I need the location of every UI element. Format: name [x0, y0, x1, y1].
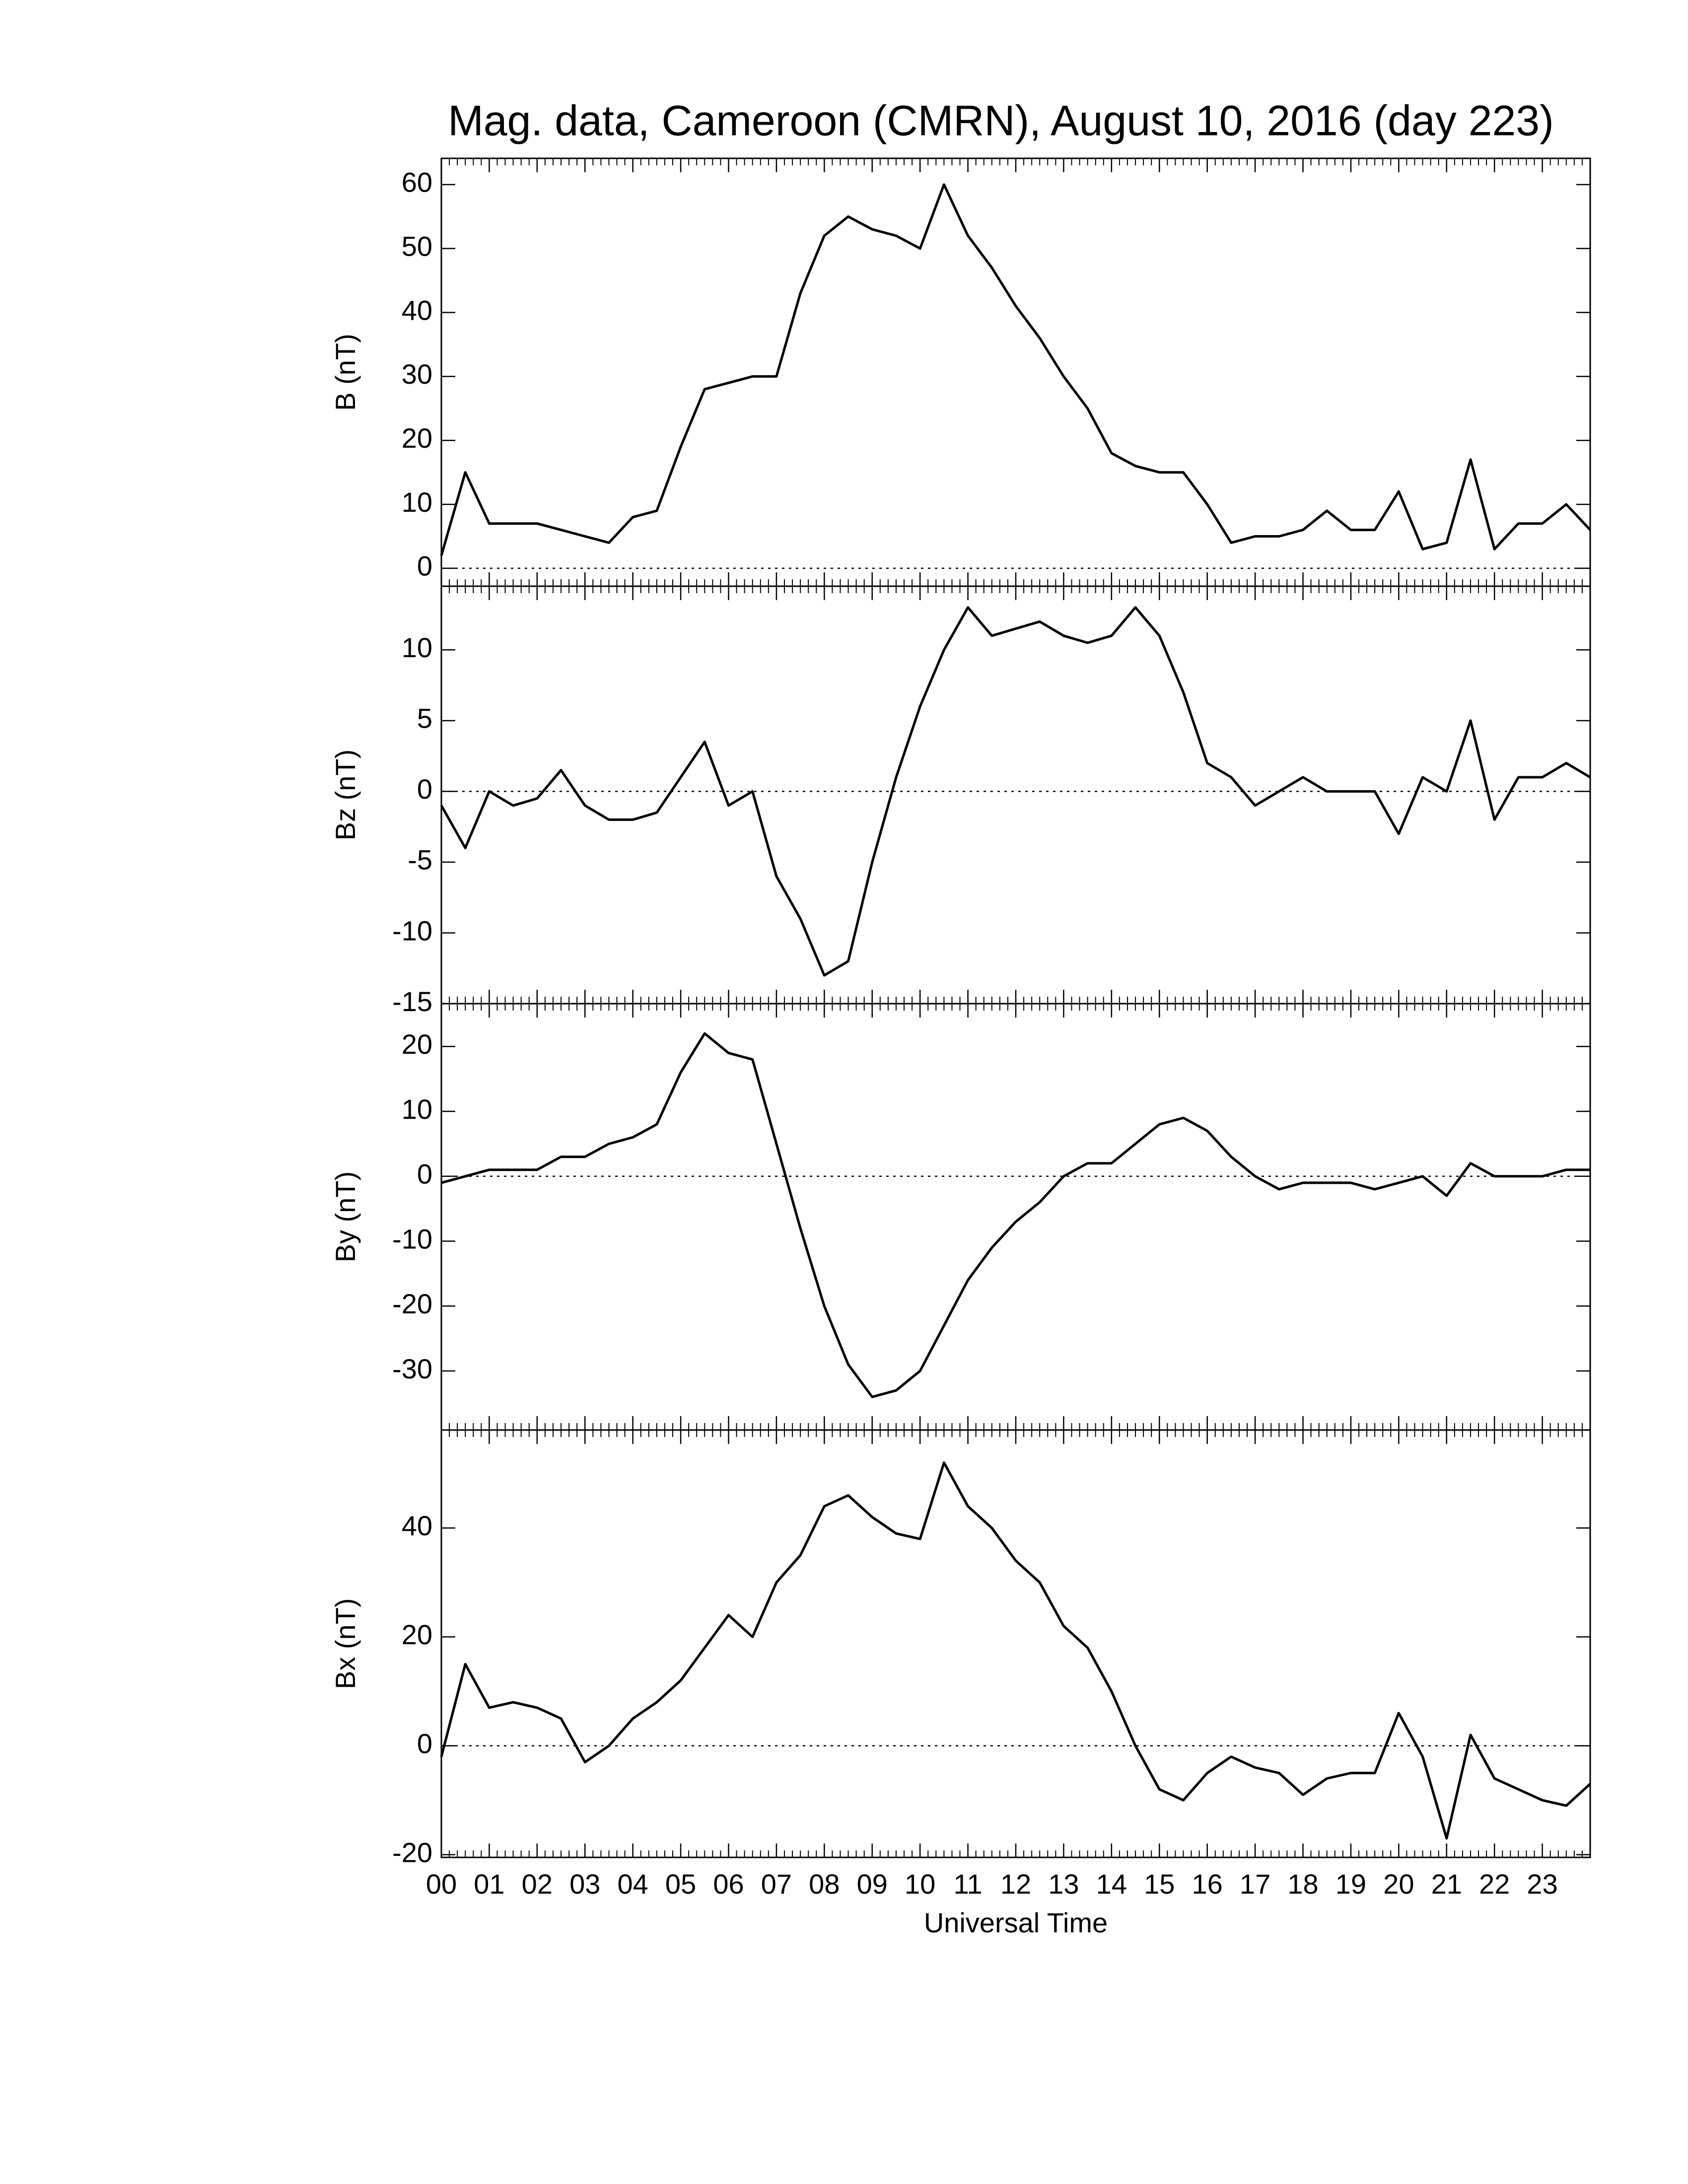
y-tick-label: -20 — [392, 1837, 432, 1868]
plot-frame — [440, 157, 1591, 587]
x-tick-label: 04 — [618, 1868, 648, 1900]
y-tick-label: 60 — [402, 167, 432, 198]
y-tick-label: -10 — [392, 1223, 432, 1254]
y-tick-label: -10 — [392, 915, 432, 946]
x-tick-label: 23 — [1527, 1868, 1557, 1900]
y-tick-label: 10 — [402, 486, 432, 518]
data-line — [441, 1032, 1590, 1398]
y-tick-label: 10 — [402, 1093, 432, 1125]
x-axis-label: Universal Time — [924, 1907, 1108, 1938]
x-tick-label: 21 — [1431, 1868, 1462, 1900]
x-tick-label: 17 — [1240, 1868, 1270, 1900]
x-tick-label: 16 — [1192, 1868, 1223, 1900]
y-axis-label: Bx (nT) — [330, 1598, 361, 1690]
data-line — [440, 1461, 1591, 1840]
chart-title: Mag. data, Cameroon (CMRN), August 10, 2… — [448, 97, 1554, 145]
plot-frame — [440, 1429, 1591, 1858]
y-tick-label: -30 — [392, 1353, 432, 1384]
x-tick-label: 05 — [665, 1868, 696, 1900]
y-tick-label: 0 — [417, 773, 432, 805]
y-tick-label: 10 — [402, 632, 432, 663]
x-tick-label: 08 — [809, 1868, 840, 1900]
y-tick-label: -15 — [392, 986, 432, 1017]
y-tick-label: 20 — [402, 1619, 432, 1650]
x-tick-label: 10 — [905, 1868, 935, 1900]
y-tick-label: -5 — [408, 844, 432, 876]
x-tick-label: 22 — [1479, 1868, 1510, 1900]
x-tick-label: 03 — [569, 1868, 600, 1900]
x-tick-label: 09 — [857, 1868, 888, 1900]
x-tick-label: 02 — [522, 1868, 553, 1900]
x-tick-label: 07 — [761, 1868, 792, 1900]
x-tick-label: 20 — [1383, 1868, 1414, 1900]
y-tick-label: 20 — [402, 422, 432, 454]
data-line — [440, 606, 1591, 977]
y-tick-label: 30 — [402, 358, 432, 390]
x-tick-label: 19 — [1336, 1868, 1366, 1900]
y-tick-label: 0 — [417, 550, 432, 582]
y-axis-label: Bz (nT) — [330, 750, 361, 841]
x-tick-label: 06 — [713, 1868, 744, 1900]
y-tick-label: 20 — [402, 1028, 432, 1060]
x-tick-label: 12 — [1000, 1868, 1031, 1900]
x-tick-label: 14 — [1096, 1868, 1127, 1900]
y-tick-label: 50 — [402, 230, 432, 262]
y-tick-label: 5 — [417, 703, 432, 734]
y-tick-label: 40 — [402, 1510, 432, 1541]
x-tick-label: 13 — [1048, 1868, 1079, 1900]
x-tick-label: 01 — [474, 1868, 504, 1900]
y-tick-label: 0 — [417, 1728, 432, 1759]
data-line — [440, 183, 1591, 556]
x-tick-label: 18 — [1287, 1868, 1318, 1900]
y-tick-label: -20 — [392, 1288, 432, 1319]
plot-frame — [440, 1003, 1591, 1431]
x-tick-label: 11 — [954, 1868, 983, 1900]
y-tick-label: 0 — [417, 1159, 432, 1190]
y-tick-label: 40 — [402, 294, 432, 326]
plot-frame — [440, 585, 1591, 1005]
y-axis-label: By (nT) — [330, 1171, 361, 1263]
x-tick-label: 15 — [1144, 1868, 1175, 1900]
y-axis-label: B (nT) — [330, 334, 361, 411]
x-tick-label: 00 — [426, 1868, 457, 1900]
